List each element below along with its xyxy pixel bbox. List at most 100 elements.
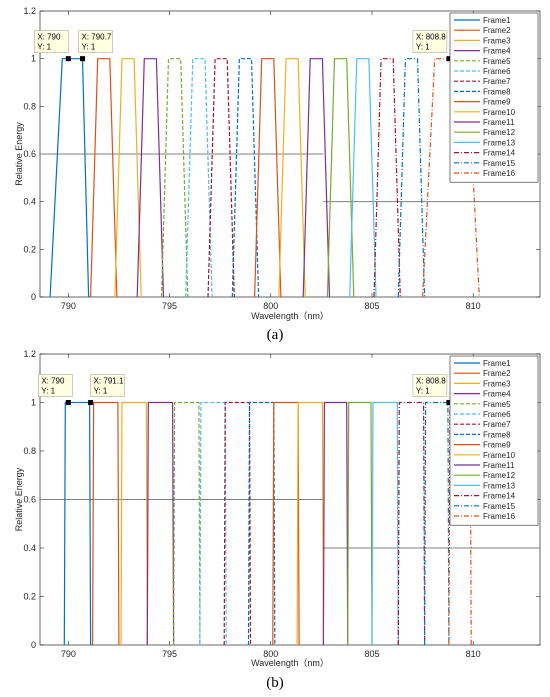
y-tick-label: 0.6 [23,149,36,159]
legend-label: Frame9 [483,441,511,450]
legend-label: Frame12 [483,471,516,480]
series-line-frame13 [349,58,377,298]
legend-label: Frame16 [483,169,516,178]
datatip-y-label: Y: 1 [94,387,108,396]
datatip-x-label: X: 790.7 [82,33,112,42]
datatip-x-label: X: 790 [41,377,65,386]
y-tick-label: 0.2 [23,244,36,254]
datatip-marker [88,400,94,405]
series-line-frame6 [185,58,213,298]
y-tick-label: 0.4 [23,543,36,553]
series-line-frame3 [120,401,148,646]
series-line-frame15 [424,401,450,646]
legend-label: Frame2 [483,369,511,378]
series-line-frame8 [231,58,260,298]
series-line-frame14 [373,58,401,298]
legend-label: Frame3 [483,379,511,388]
datatip-box [78,30,113,53]
legend-label: Frame15 [483,502,516,511]
x-tick-label: 790 [61,649,76,659]
y-tick-label: 0.8 [23,446,36,456]
legend-label: Frame13 [483,481,516,490]
legend-label: Frame6 [483,67,511,76]
y-tick-label: 0.6 [23,495,36,505]
datatip-box [412,30,448,53]
series-line-frame7 [223,401,252,646]
y-tick-label: 1 [31,398,36,408]
y-tick-label: 0 [31,640,36,650]
series-line-frame6 [199,401,227,646]
legend-label: Frame13 [483,138,516,147]
datatip-marker [80,56,86,62]
series-line-frame4 [146,401,175,646]
series-line-frame7 [207,58,235,298]
series-line-frame8 [247,401,276,646]
datatip-x-label: X: 808.8 [416,377,446,386]
legend-label: Frame7 [483,77,511,86]
y-tick-label: 1 [31,54,36,64]
series-line-frame1 [63,401,92,646]
legend-label: Frame5 [483,57,511,66]
datatip-marker [65,56,71,62]
x-tick-label: 800 [263,649,278,659]
datatip-x-label: X: 808.8 [416,33,446,42]
y-tick-label: 0 [31,292,36,302]
legend-box [449,355,539,526]
legend-label: Frame1 [483,16,511,25]
legend-label: Frame8 [483,430,511,439]
legend-label: Frame2 [483,26,511,35]
series-line-frame14 [397,401,426,646]
datatip-box [34,30,69,53]
datatip-y-label: Y: 1 [82,43,96,52]
series-line-frame9 [272,401,300,646]
legend-label: Frame14 [483,149,516,158]
x-tick-label: 810 [466,649,481,659]
legend-label: Frame10 [483,108,516,117]
series-line-frame15 [397,58,426,298]
legend-label: Frame8 [483,87,511,96]
y-tick-label: 0.2 [23,592,36,602]
legend-label: Frame10 [483,451,516,460]
legend-label: Frame16 [483,512,516,521]
legend-label: Frame11 [483,118,515,127]
datatip-y-label: Y: 1 [416,43,430,52]
series-line-frame13 [371,401,399,646]
legend-label: Frame7 [483,420,511,429]
series-line-frame5 [160,58,189,298]
legend-label: Frame14 [483,492,516,501]
legend-label: Frame1 [483,359,511,368]
legend: Frame1Frame2Frame3Frame4Frame5Frame6Fram… [449,12,539,183]
y-axis-label: Relative Energy [14,467,24,531]
x-tick-label: 790 [61,301,76,311]
panel-caption: (b) [266,675,284,691]
x-tick-label: 810 [466,301,481,311]
x-tick-label: 795 [162,301,177,311]
panel-caption: (a) [267,327,284,343]
datatip-x-label: X: 791.1 [94,377,124,386]
y-tick-label: 0.4 [23,197,36,207]
series-line-frame4 [136,58,165,298]
legend-label: Frame4 [483,47,511,56]
x-axis-label: Wavelength（nm） [251,311,329,321]
y-tick-label: 0.8 [23,101,36,111]
series-line-frame3 [114,58,142,298]
series-line-frame12 [347,401,373,646]
series-line-frame10 [296,401,324,646]
datatip-x-label: X: 790 [37,33,61,42]
legend-box [449,12,539,183]
legend-label: Frame9 [483,98,511,107]
datatip-marker [65,400,71,405]
series-line-frame9 [254,58,282,298]
legend-label: Frame4 [483,390,511,399]
y-tick-label: 1.2 [23,349,36,359]
series-line-frame2 [90,58,118,298]
x-tick-label: 805 [364,649,379,659]
series-line-frame11 [322,401,349,646]
datatip-y-label: Y: 1 [41,387,55,396]
series-line-frame2 [92,401,120,646]
datatip-box [38,374,73,397]
series-line-frame5 [173,401,201,646]
